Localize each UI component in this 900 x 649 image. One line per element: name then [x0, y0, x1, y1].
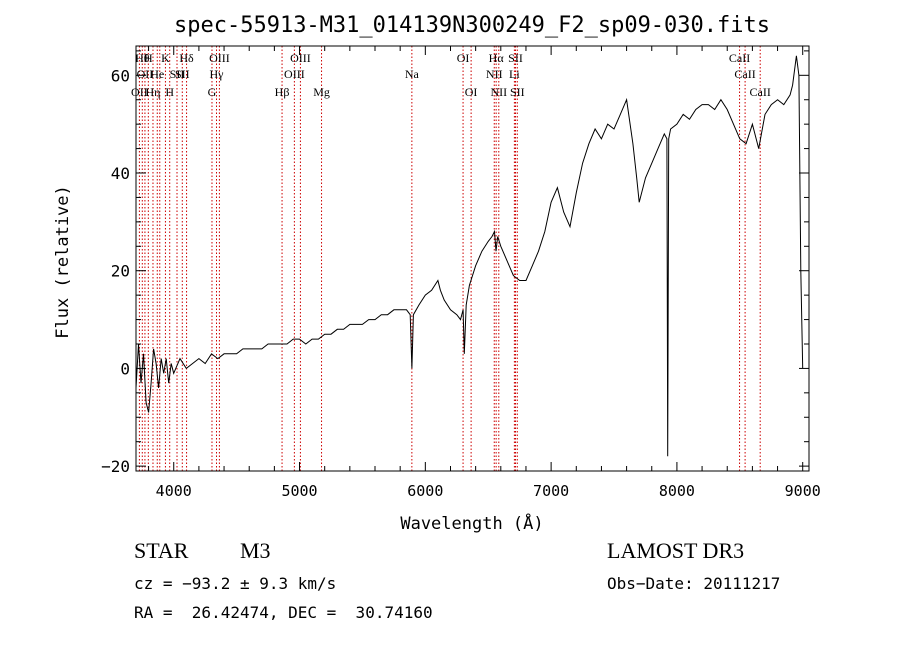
- y-axis-label: Flux (relative): [53, 185, 73, 339]
- x-tick-label: 8000: [659, 482, 695, 500]
- y-tick-label: 20: [111, 262, 130, 281]
- line-marker-label: OIII: [209, 51, 230, 65]
- line-marker-label: Hα: [489, 51, 505, 65]
- line-marker-label: OIII: [290, 51, 311, 65]
- y-axis: −20 0 20 40 60: [101, 50, 809, 476]
- x-tick-label: 7000: [533, 482, 569, 500]
- line-marker-label: OII: [131, 85, 148, 99]
- y-tick-label: 0: [120, 359, 130, 378]
- marker-labels: OIIHθOIIHHηHeKHSIISIIHδGHγOIIIHβOIIIOIII…: [131, 51, 771, 99]
- line-marker-label: H: [165, 85, 174, 99]
- line-marker-label: Li: [509, 67, 520, 81]
- line-marker-label: K: [161, 51, 170, 65]
- line-marker-label: Hδ: [179, 51, 194, 65]
- line-marker-label: SII: [508, 51, 523, 65]
- line-marker-label: G: [208, 85, 217, 99]
- line-marker-label: OI: [465, 85, 478, 99]
- line-marker-label: CaII: [729, 51, 750, 65]
- line-marker-label: Hη: [146, 85, 161, 99]
- line-marker-label: OI: [457, 51, 470, 65]
- chart-title: spec-55913-M31_014139N300249_F2_sp09-030…: [174, 13, 770, 38]
- x-axis: 4000 5000 6000 7000 8000 9000: [148, 46, 821, 500]
- line-marker-label: NII: [486, 67, 503, 81]
- redshift-velocity: cz = −93.2 ± 9.3 km/s: [134, 574, 337, 593]
- line-marker-label: SII: [510, 85, 525, 99]
- x-tick-label: 6000: [407, 482, 443, 500]
- line-marker-label: SII: [175, 67, 190, 81]
- line-marker-label: Hγ: [210, 67, 225, 81]
- x-axis-label: Wavelength (Å): [400, 512, 543, 534]
- observation-date: Obs−Date: 20111217: [607, 574, 781, 593]
- line-marker-label: H: [144, 51, 153, 65]
- line-marker-label: Na: [405, 67, 420, 81]
- line-marker-label: OII: [137, 67, 154, 81]
- object-subclass: M3: [240, 538, 271, 563]
- x-tick-label: 9000: [785, 482, 821, 500]
- line-marker-label: SII: [170, 67, 185, 81]
- x-tick-label: 5000: [281, 482, 317, 500]
- survey-name: LAMOST DR3: [607, 538, 745, 563]
- line-marker-label: NII: [490, 85, 507, 99]
- line-marker-label: He: [150, 67, 164, 81]
- coordinates: RA = 26.42474, DEC = 30.74160: [134, 603, 433, 622]
- spectrum-line: [135, 55, 804, 457]
- y-tick-label: 60: [111, 66, 130, 85]
- object-class: STAR: [134, 538, 189, 563]
- plot-frame: [135, 45, 810, 472]
- line-marker-label: Hβ: [275, 85, 290, 99]
- line-markers: [138, 46, 761, 471]
- line-marker-label: CaII: [750, 85, 771, 99]
- line-marker-label: Hθ: [135, 51, 150, 65]
- x-tick-label: 4000: [156, 482, 192, 500]
- y-tick-label: 40: [111, 164, 130, 183]
- line-marker-label: OIII: [284, 67, 305, 81]
- line-marker-label: CaII: [734, 67, 755, 81]
- y-tick-label: −20: [101, 457, 130, 476]
- line-marker-label: Mg: [313, 85, 330, 99]
